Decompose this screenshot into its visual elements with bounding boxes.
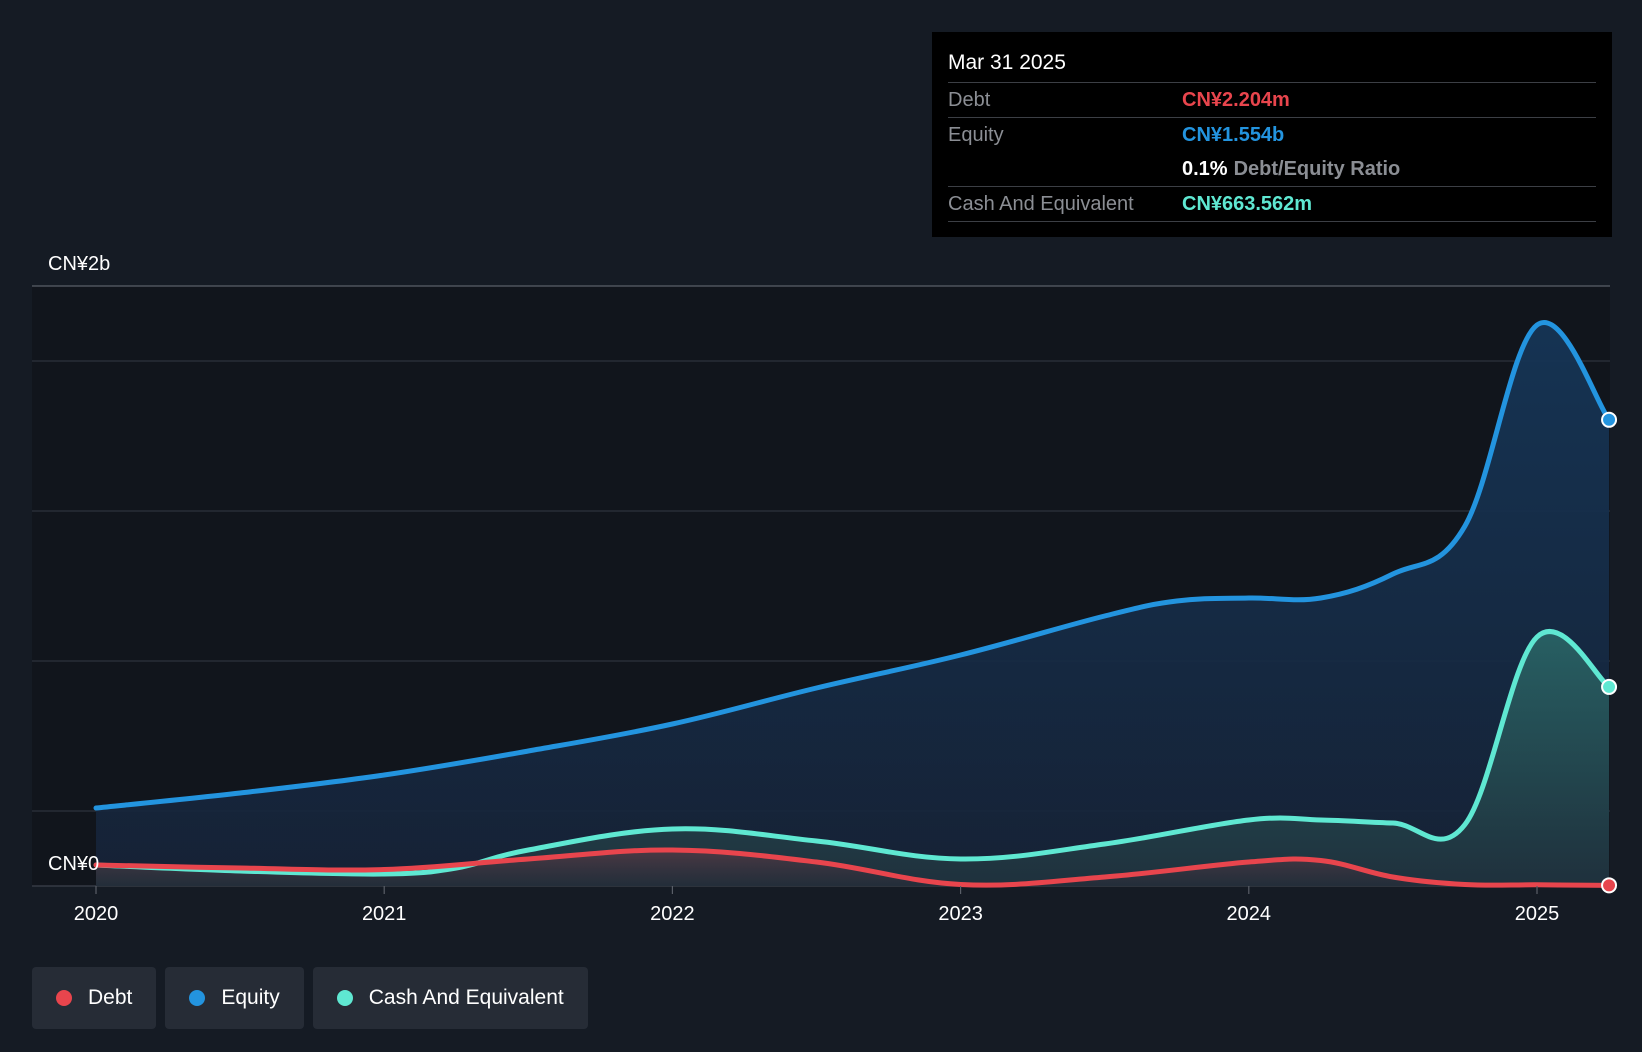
x-tick-label: 2022 — [650, 903, 695, 925]
tooltip-ratio-label: Debt/Equity Ratio — [1233, 158, 1401, 180]
tooltip-equity-value: CN¥1.554b — [1182, 124, 1285, 146]
legend-debt[interactable]: Debt — [32, 967, 157, 1029]
tooltip-debt-row: Debt CN¥2.204m — [948, 83, 1596, 118]
legend-equity-label: Equity — [221, 986, 280, 1009]
tooltip-equity-row: Equity CN¥1.554b — [948, 118, 1596, 152]
legend-cash-label: Cash And Equivalent — [368, 986, 564, 1009]
series-endpoints — [1601, 411, 1618, 894]
y-min-label: CN¥0 — [48, 853, 99, 875]
debt-endpoint[interactable] — [1601, 877, 1618, 894]
tooltip-cash-row: Cash And Equivalent CN¥663.562m — [948, 187, 1596, 222]
x-tick-label: 2025 — [1515, 903, 1560, 925]
legend-cash[interactable]: Cash And Equivalent — [312, 967, 588, 1029]
tooltip-debt-label: Debt — [948, 89, 991, 111]
cash-and-equivalent-line — [93, 629, 1612, 877]
tooltip-cash-value: CN¥663.562m — [1182, 193, 1313, 215]
tooltip-debt-value: CN¥2.204m — [1182, 89, 1290, 111]
debt-line — [93, 847, 1612, 888]
tooltip-date: Mar 31 2025 — [948, 46, 1596, 83]
tooltip-equity-label: Equity — [948, 124, 1004, 146]
debt-dot-icon — [56, 990, 72, 1006]
tooltip-cash-label: Cash And Equivalent — [948, 193, 1134, 215]
legend-equity[interactable]: Equity — [165, 967, 304, 1029]
x-axis: 2020 2021 2022 2023 2024 2025 — [74, 886, 1560, 925]
cash-and-equivalent-endpoint[interactable] — [1601, 678, 1618, 695]
x-tick-label: 2021 — [362, 903, 407, 925]
tooltip: Mar 31 2025 Debt CN¥2.204m Equity CN¥1.5… — [932, 32, 1612, 237]
tooltip-ratio-value: 0.1% — [1182, 158, 1228, 180]
x-tick-label: 2020 — [74, 903, 119, 925]
cash-dot-icon — [336, 990, 353, 1006]
equity-dot-icon — [189, 990, 206, 1006]
legend-debt-label: Debt — [88, 986, 133, 1009]
x-tick-label: 2024 — [1227, 903, 1272, 925]
cash-and-equivalent-area — [96, 631, 1610, 886]
equity-endpoint[interactable] — [1601, 411, 1618, 428]
x-tick-label: 2023 — [938, 903, 983, 925]
equity-line — [93, 320, 1612, 811]
y-max-label: CN¥2b — [48, 253, 110, 275]
tooltip-ratio-row: 0.1% Debt/Equity Ratio — [948, 152, 1596, 187]
equity-area — [96, 322, 1610, 886]
legend: Debt Equity Cash And Equivalent — [32, 967, 588, 1029]
series-lines — [93, 320, 1612, 888]
